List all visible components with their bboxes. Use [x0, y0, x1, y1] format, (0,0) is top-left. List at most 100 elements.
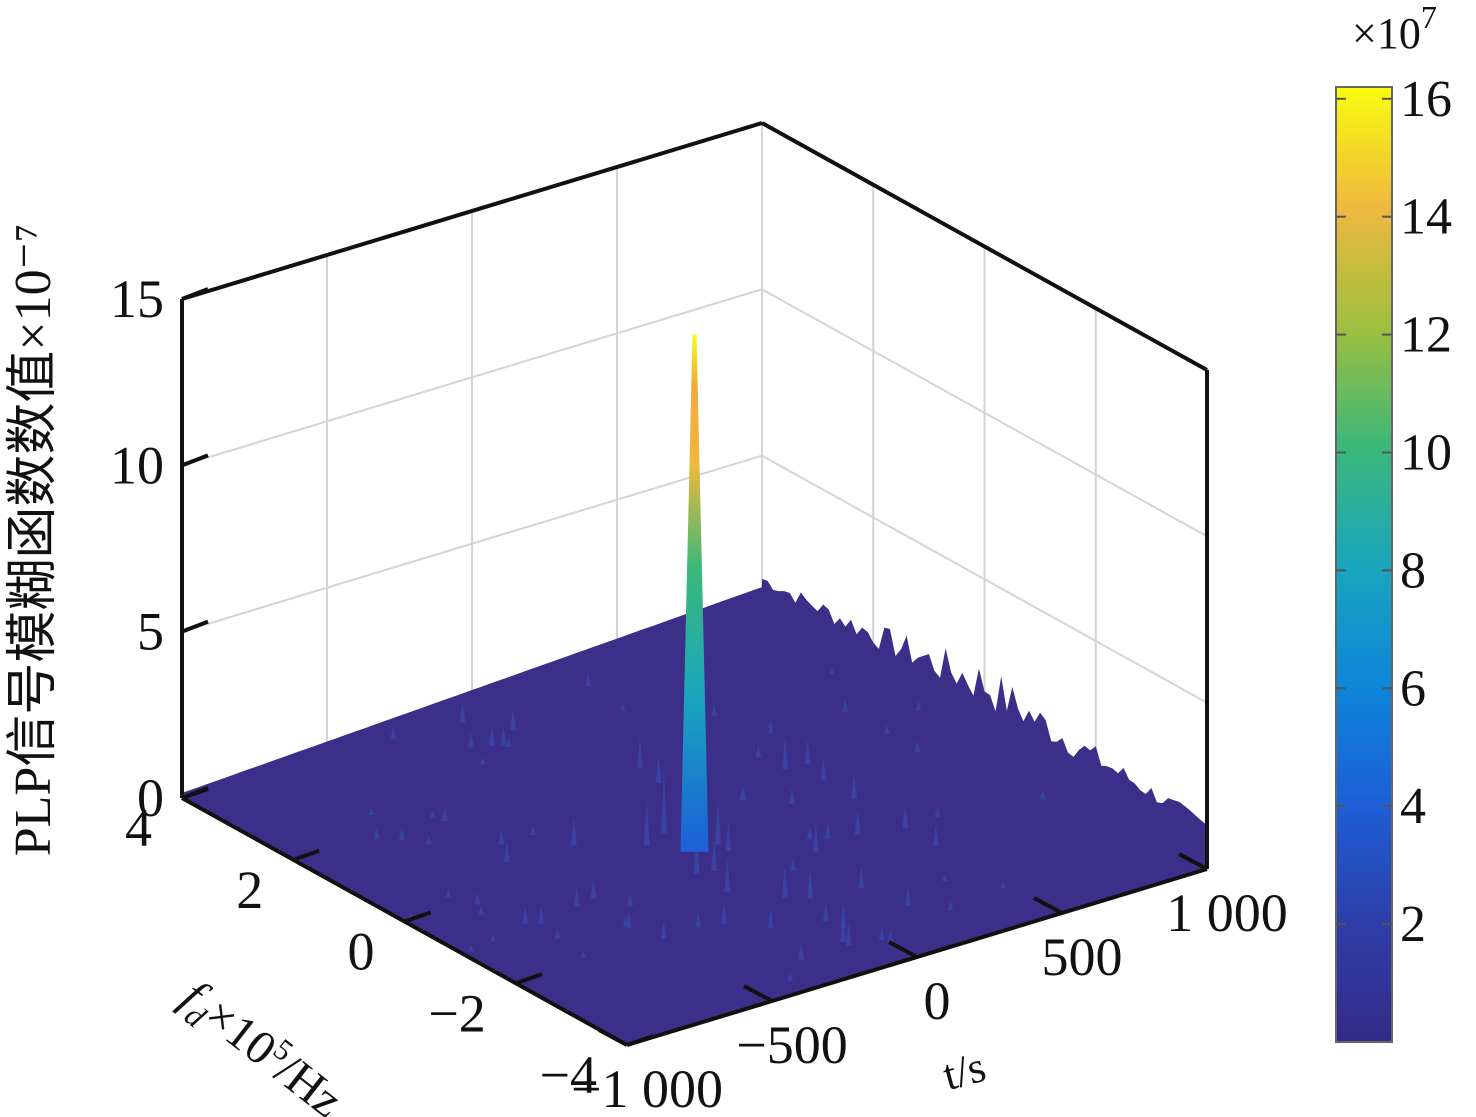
sidelobe [538, 905, 544, 924]
t-tick [743, 984, 773, 1003]
sidelobe [580, 951, 587, 959]
sidelobe [768, 725, 774, 734]
sidelobe [840, 903, 847, 929]
sidelobe [804, 739, 811, 765]
colorbar-tick-label: 4 [1400, 778, 1426, 835]
sidelobe [739, 785, 746, 801]
fd-tick-label: −2 [428, 983, 485, 1043]
fd-tick [292, 848, 320, 862]
sidelobe [787, 972, 794, 981]
fd-axis-label: fd×105/Hz [168, 968, 354, 1117]
sidelobe [878, 926, 885, 940]
sidelobe [636, 737, 643, 769]
sidelobe [1000, 880, 1007, 888]
sidelobe [660, 920, 667, 939]
sidelobe [789, 858, 796, 871]
colorbar-tick-label: 2 [1400, 896, 1426, 953]
box-top-back-left [181, 121, 763, 301]
sidelobe [767, 908, 774, 928]
z-tick-label: 15 [110, 269, 164, 329]
sidelobe [489, 934, 496, 942]
sidelobe [498, 828, 505, 845]
sidelobe [812, 822, 819, 853]
t-axis: −1 000−500 0 500 1 000 [571, 852, 1288, 1117]
t-tick-label: −1 000 [571, 1059, 723, 1117]
sidelobe [655, 757, 662, 783]
colorbar-tick-label: 12 [1400, 307, 1452, 364]
sidelobe [807, 869, 814, 899]
t-tick [1178, 852, 1208, 871]
sidelobe [822, 903, 829, 922]
sidelobe [806, 825, 813, 840]
sidelobe [715, 798, 722, 845]
sidelobe [554, 929, 561, 939]
sidelobe [571, 816, 577, 846]
sidelobe [503, 841, 510, 863]
sidelobe [441, 806, 448, 821]
sidelobe [479, 757, 486, 765]
sidelobe [505, 738, 512, 747]
sidelobe [693, 834, 700, 875]
colorbar-tick-label: 10 [1400, 424, 1452, 481]
sidelobe [788, 788, 795, 804]
sidelobe [622, 916, 629, 927]
sidelobe [902, 803, 909, 829]
t-tick [1033, 896, 1063, 915]
z-axis: 0 5 10 15 [110, 269, 209, 828]
sidelobe [620, 703, 626, 711]
sidelobe [915, 700, 922, 711]
fd-tick [515, 972, 543, 986]
fd-tick-label: 0 [348, 922, 375, 982]
sidelobe [429, 809, 436, 818]
fd-axis: −4 −2 0 2 4 [125, 787, 654, 1105]
fd-tick-label: 2 [236, 860, 263, 920]
sidelobe [661, 770, 667, 834]
sidelobe [425, 836, 432, 845]
z-tick [181, 453, 209, 468]
sidelobe [887, 930, 894, 942]
fd-tick [403, 910, 432, 924]
t-tick-label: −500 [736, 1015, 847, 1075]
sidelobe [373, 827, 380, 840]
sidelobe [781, 865, 788, 898]
sidelobe [858, 866, 865, 889]
sidelobe [510, 708, 516, 730]
sidelobe [721, 903, 727, 924]
box-top-back-right [761, 121, 1208, 372]
sidelobe [590, 880, 597, 899]
colorbar-tick-label: 8 [1400, 542, 1426, 599]
sidelobe [842, 699, 848, 712]
t-axis-label: t/s [938, 1042, 991, 1100]
sidelobe [478, 905, 484, 916]
sidelobe [840, 918, 847, 942]
sidelobe [845, 922, 852, 946]
fd-tick-label: 4 [125, 798, 152, 858]
sidelobe [798, 943, 805, 960]
sidelobe [398, 828, 405, 840]
sidelobe [474, 892, 481, 905]
colorbar-tick-label: 16 [1400, 71, 1452, 128]
t-tick-label: 1 000 [1166, 883, 1288, 943]
z-axis-label: PLP信号模糊函数数值×10⁻⁷ [5, 224, 62, 857]
sidelobe [932, 825, 939, 846]
colorbar-multiplier: ×107 [1352, 0, 1437, 58]
sidelobe [767, 720, 774, 728]
surface [182, 334, 1207, 1045]
sidelobe [468, 732, 474, 748]
fd-tick [626, 1034, 654, 1047]
sidelobe [368, 806, 375, 816]
colorbar-multiplier-base: ×10 [1352, 9, 1421, 58]
sidelobe [390, 726, 397, 740]
sidelobe [724, 858, 731, 892]
sidelobe [934, 806, 941, 818]
grid-line-z [181, 121, 1208, 371]
t-tick [888, 940, 918, 959]
z-tick [181, 287, 209, 301]
t-tick-label: 500 [1042, 927, 1123, 987]
fd-tick-label: −4 [540, 1045, 597, 1105]
sidelobe [854, 808, 861, 836]
colorbar-tick-label: 6 [1400, 660, 1426, 717]
sidelobe [820, 757, 827, 781]
sidelobe [529, 825, 536, 836]
